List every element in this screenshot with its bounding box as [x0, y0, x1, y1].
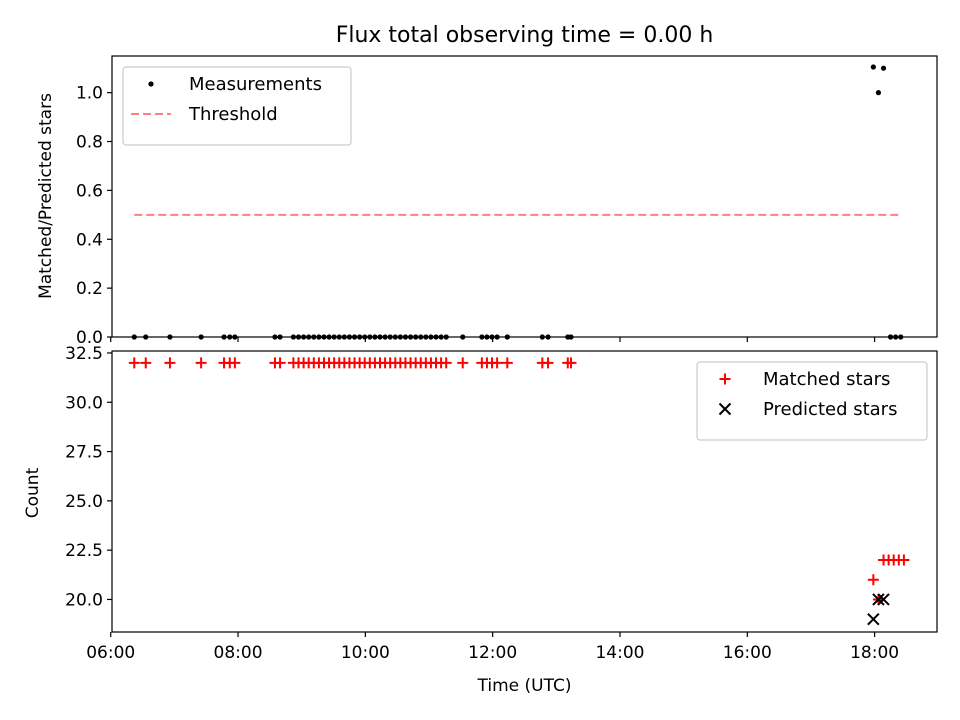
top-plot-frame [111, 55, 938, 338]
top-y-tick-label: 0.6 [76, 181, 103, 201]
bottom-series-1-point [867, 612, 880, 626]
bottom-series-0-point [140, 357, 152, 369]
bottom-y-tick-label: 32.5 [65, 344, 103, 364]
top-chart: Flux total observing time = 0.00 h Match… [36, 23, 938, 348]
bottom-series-0-point [565, 357, 577, 369]
top-y-tick-label: 1.0 [76, 84, 103, 104]
bottom-legend-box [696, 361, 928, 441]
top-y-axis-label: Matched/Predicted stars [36, 93, 56, 299]
top-legend-swatch [148, 81, 154, 87]
bottom-x-axis-label: Time (UTC) [477, 676, 572, 696]
bottom-x-tick-label: 06:00 [86, 643, 135, 663]
bottom-axes: 06:00 08:00 10:00 12:00 14:00 16:00 18:00 20.0 2… [65, 344, 899, 663]
bottom-series-0-point [542, 357, 554, 369]
bottom-y-tick-label: 20.0 [65, 590, 103, 610]
bottom-legend-swatch [718, 402, 732, 416]
bottom-series-0-point [274, 357, 286, 369]
bottom-y-tick-label: 22.5 [65, 541, 103, 561]
top-legend-label: Measurements [189, 74, 322, 95]
top-axes: 0.0 0.2 0.4 0.6 0.8 1.0 [76, 84, 876, 348]
bottom-x-tick-label: 14:00 [595, 643, 644, 663]
bottom-y-tick-label: 27.5 [65, 443, 103, 463]
bottom-series-0-point [440, 357, 452, 369]
bottom-plot-marks [128, 357, 910, 626]
bottom-y-tick-label: 25.0 [65, 492, 103, 512]
top-y-tick-label: 0.4 [76, 230, 103, 250]
bottom-y-axis-label: Count [23, 467, 43, 518]
top-legend-box [122, 66, 352, 146]
top-series-0-point [880, 65, 887, 71]
bottom-x-tick-label: 16:00 [723, 643, 772, 663]
top-y-tick-label: 0.8 [76, 133, 103, 153]
bottom-series-1-point [872, 593, 885, 606]
bottom-series-0-point [164, 357, 176, 369]
bottom-series-0-point [501, 357, 513, 369]
bottom-legend-swatch [719, 373, 731, 385]
bottom-x-tick-label: 12:00 [468, 643, 517, 663]
top-y-tick-label: 0.2 [76, 279, 103, 299]
bottom-series-0-point [457, 357, 469, 369]
bottom-legend-label: Matched stars [763, 369, 890, 390]
bottom-legend-label: Predicted stars [763, 399, 897, 420]
bottom-series-0-point [128, 357, 140, 369]
bottom-legend: Matched stars Predicted stars [696, 361, 928, 441]
bottom-chart: Count Time (UTC) 06:00 08:00 10:00 12:00 14:… [23, 344, 938, 696]
bottom-y-tick-label: 30.0 [65, 393, 103, 413]
bottom-series-0-point [867, 574, 879, 586]
bottom-series-0-point [491, 357, 503, 369]
top-series-0-point [870, 64, 876, 70]
bottom-series-1-point [877, 593, 890, 606]
top-y-tick-label: 0.0 [76, 328, 103, 348]
bottom-x-tick-label: 18:00 [850, 643, 899, 663]
bottom-series-0-point [195, 357, 207, 369]
bottom-series-0-point [898, 554, 910, 566]
top-legend: Measurements Threshold [122, 66, 352, 146]
bottom-series-0-point [229, 357, 241, 369]
top-legend-label: Threshold [188, 104, 278, 125]
top-chart-title: Flux total observing time = 0.00 h [336, 23, 714, 48]
bottom-x-tick-label: 10:00 [341, 643, 390, 663]
bottom-x-tick-label: 08:00 [214, 643, 263, 663]
top-series-0-point [875, 90, 882, 96]
bottom-plot-frame [111, 350, 938, 633]
